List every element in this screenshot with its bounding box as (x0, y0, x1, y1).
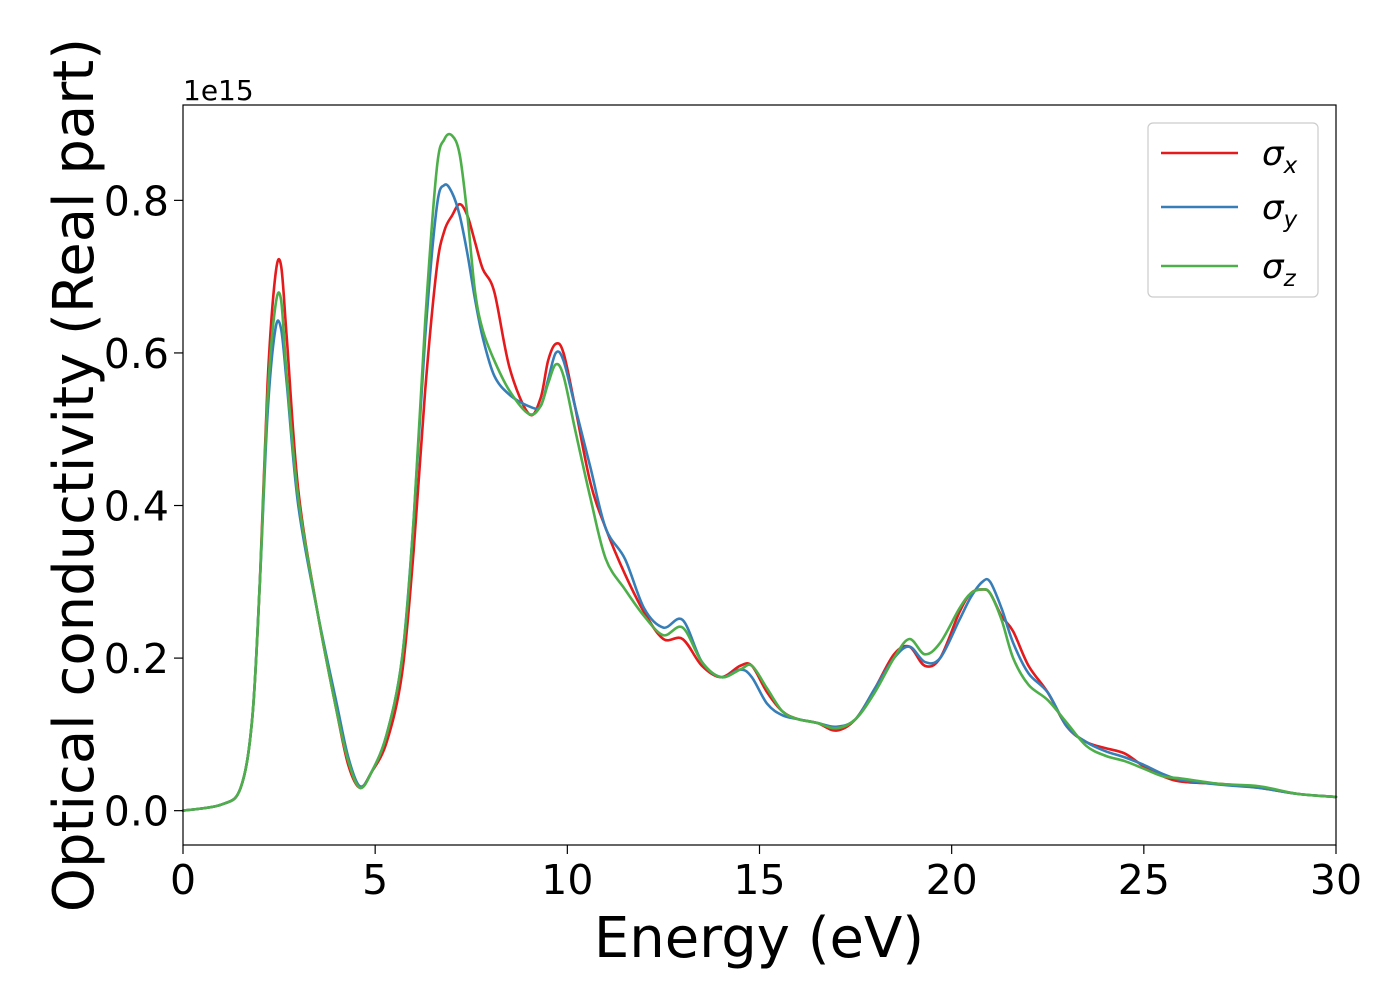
legend-label-y: σy (1262, 188, 1298, 233)
x-axis-title: Energy (eV) (594, 906, 924, 971)
y-tick-label: 0.2 (104, 635, 169, 683)
legend-entries: σx σy σz (1161, 134, 1298, 292)
x-axis-ticks: 0 5 10 15 20 25 30 (170, 845, 1362, 904)
plot-lines (181, 132, 1338, 812)
series-line-z (181, 132, 1338, 812)
y-axis-ticks: 0.0 0.2 0.4 0.6 0.8 (104, 177, 183, 836)
y-tick-label: 0.6 (104, 330, 169, 378)
y-axis-title: Optical conductivity (Real part) (42, 38, 107, 912)
x-tick-label: 30 (1310, 856, 1362, 904)
x-tick-label: 25 (1118, 856, 1170, 904)
x-tick-label: 0 (170, 856, 196, 904)
x-tick-label: 15 (733, 856, 785, 904)
y-tick-label: 0.4 (104, 483, 169, 531)
legend-label-z: σz (1262, 247, 1297, 292)
y-offset-label: 1e15 (183, 74, 254, 107)
series-line-y (181, 183, 1338, 812)
y-tick-label: 0.0 (104, 788, 169, 836)
x-tick-label: 5 (362, 856, 388, 904)
legend: σx σy σz (1147, 122, 1319, 298)
y-tick-label: 0.8 (104, 177, 169, 225)
legend-label-x: σx (1262, 134, 1298, 179)
x-tick-label: 20 (926, 856, 978, 904)
legend-box (1147, 122, 1319, 298)
x-tick-label: 10 (541, 856, 593, 904)
